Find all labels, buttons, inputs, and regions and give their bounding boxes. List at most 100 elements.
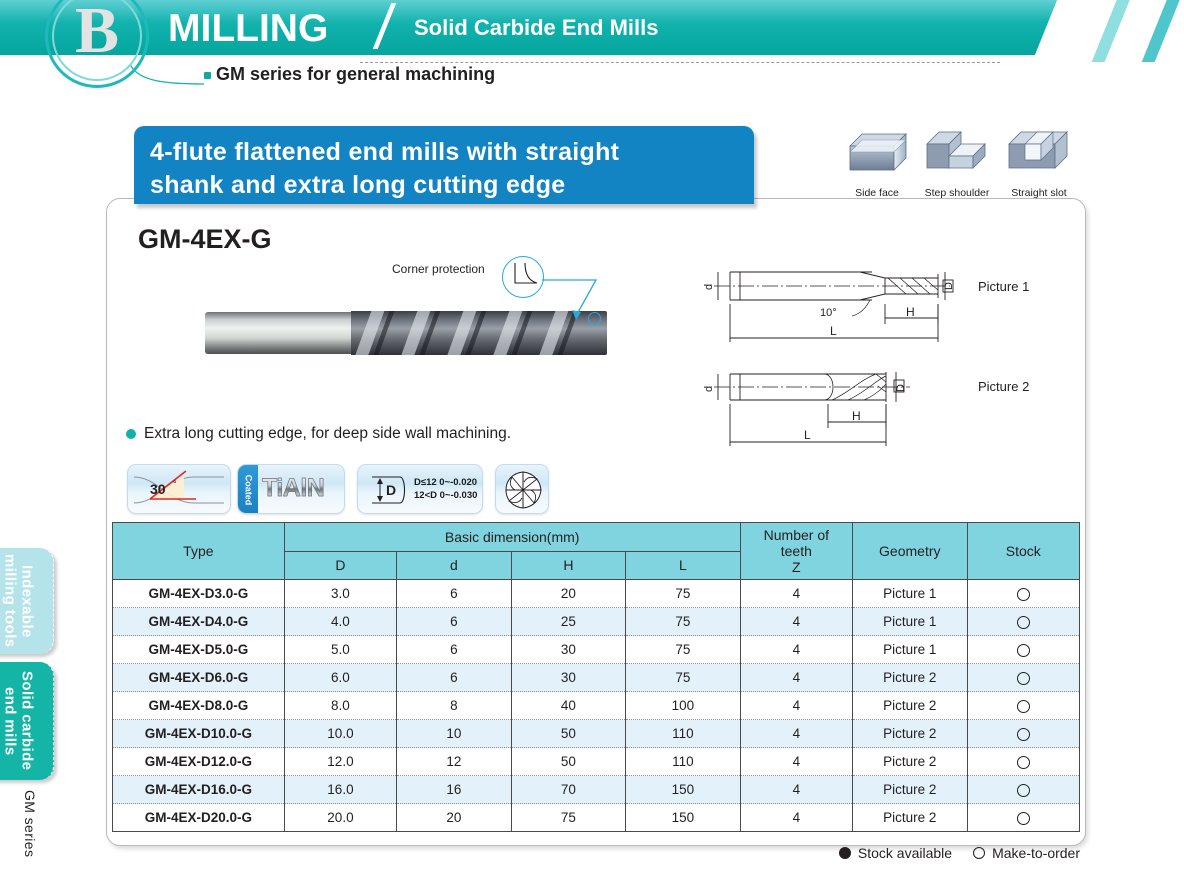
table-row: GM-4EX-D20.0-G 20.0 20 75 150 4 Picture 2	[112, 803, 1081, 832]
product-title-line2: shank and extra long cutting edge	[150, 171, 566, 199]
corner-protection-label: Corner protection	[392, 262, 485, 276]
cell-type: GM-4EX-D10.0-G	[112, 719, 285, 748]
cell-type: GM-4EX-D20.0-G	[112, 803, 285, 832]
section-subtitle: Solid Carbide End Mills	[414, 15, 659, 40]
feature-text: Extra long cutting edge, for deep side w…	[144, 425, 512, 442]
cell-D: 3.0	[283, 579, 398, 608]
table-row: GM-4EX-D6.0-G 6.0 6 30 75 4 Picture 2	[112, 663, 1081, 692]
dim-D: D	[895, 384, 907, 392]
col-d: d	[396, 550, 512, 580]
feature-bullet: Extra long cutting edge, for deep side w…	[126, 425, 511, 443]
sidebar-tab-label: Solid carbide end mills	[1, 671, 36, 771]
table-header-row-2: D d H L	[113, 550, 1080, 580]
sidebar-tab-label: Indexable milling tools	[1, 554, 36, 648]
cell-d: 20	[396, 803, 512, 832]
cell-type: GM-4EX-D12.0-G	[112, 747, 285, 776]
make-to-order-icon	[1016, 587, 1030, 601]
col-H: H	[510, 550, 627, 580]
cell-type: GM-4EX-D4.0-G	[112, 607, 285, 636]
cell-teeth: 4	[739, 719, 854, 748]
teeth-line-1: Number of	[763, 527, 829, 543]
application-caption: Straight slot	[1011, 187, 1067, 199]
section-badge-letter: B	[74, 0, 120, 67]
straight-slot-icon	[1008, 131, 1068, 169]
dim-D: D	[943, 282, 955, 290]
cell-geometry: Picture 2	[852, 719, 968, 748]
cell-H: 20	[510, 579, 627, 608]
col-L: L	[625, 550, 741, 580]
cell-D: 4.0	[283, 607, 398, 636]
cell-teeth: 4	[739, 663, 854, 692]
header-teal-bar	[0, 0, 1020, 55]
diameter-tolerance-icon: D	[372, 476, 406, 504]
helix-angle-badge: 30 °	[127, 464, 231, 514]
cell-L: 75	[625, 579, 741, 608]
coating-name: TiAlN	[262, 474, 326, 503]
cell-geometry: Picture 2	[852, 663, 968, 692]
cell-H: 50	[510, 747, 627, 776]
cell-teeth: 4	[739, 747, 854, 776]
table-header-row-1: Type Basic dimension(mm) Number of teeth…	[112, 522, 1081, 580]
technical-drawing-picture-2: d D H L	[703, 372, 910, 446]
dim-d: d	[703, 284, 715, 290]
col-type: Type	[112, 522, 285, 580]
helix-angle-icon: 30 °	[133, 470, 224, 504]
cell-D: 16.0	[283, 775, 398, 804]
cell-L: 150	[625, 775, 741, 804]
make-to-order-icon	[973, 847, 986, 859]
sidebar-tab-solid-carbide-end-mills[interactable]: Solid carbide end mills	[0, 662, 54, 780]
col-D: D	[283, 550, 398, 580]
cell-geometry: Picture 2	[852, 775, 968, 804]
make-to-order-icon	[1016, 671, 1030, 685]
table-row: GM-4EX-D16.0-G 16.0 16 70 150 4 Picture 2	[112, 775, 1081, 804]
cell-teeth: 4	[739, 691, 854, 720]
cell-type: GM-4EX-D5.0-G	[112, 635, 285, 664]
col-stock: Stock	[966, 522, 1081, 580]
page-header: B MILLING Solid Carbide End Mills	[0, 0, 1184, 88]
sidebar-tab-indexable-milling-tools[interactable]: Indexable milling tools	[0, 548, 54, 654]
table-row: GM-4EX-D5.0-G 5.0 6 30 75 4 Picture 1	[112, 635, 1081, 664]
header-dashed-rule	[360, 62, 1000, 63]
make-to-order-icon	[1016, 643, 1030, 657]
dim-L: L	[830, 324, 837, 338]
product-title-line1: 4-flute flattened end mills with straigh…	[150, 138, 620, 166]
cell-L: 100	[625, 691, 741, 720]
cell-stock	[966, 803, 1081, 832]
tool-shank	[205, 312, 353, 354]
picture-2-label: Picture 2	[978, 379, 1030, 394]
svg-text:D: D	[386, 482, 396, 498]
step-shoulder-icon	[926, 131, 986, 169]
page-series-label: GM series	[22, 790, 38, 858]
header-stripe-decoration	[1050, 0, 1182, 62]
corner-protection-detail-icon	[502, 256, 544, 298]
cell-H: 50	[510, 719, 627, 748]
cell-L: 150	[625, 803, 741, 832]
application-caption: Side face	[855, 187, 899, 199]
table-row: GM-4EX-D3.0-G 3.0 6 20 75 4 Picture 1	[112, 579, 1081, 608]
application-side-face: Side face	[836, 122, 918, 199]
cell-geometry: Picture 1	[852, 579, 968, 608]
teeth-line-2: teeth	[780, 543, 812, 559]
cell-teeth: 4	[739, 775, 854, 804]
cell-L: 110	[625, 719, 741, 748]
cell-teeth: 4	[739, 803, 854, 832]
tolerance-values: D≤12 0~-0.020 12<D 0~-0.030	[414, 476, 477, 502]
svg-text:30: 30	[150, 481, 166, 497]
cell-type: GM-4EX-D8.0-G	[112, 691, 285, 720]
cell-L: 110	[625, 747, 741, 776]
cell-d: 8	[396, 691, 512, 720]
make-to-order-label: Make-to-order	[992, 845, 1080, 861]
cell-type: GM-4EX-D3.0-G	[112, 579, 285, 608]
make-to-order-icon	[1016, 699, 1030, 713]
make-to-order-icon	[1016, 727, 1030, 741]
col-geometry: Geometry	[852, 522, 968, 580]
cell-H: 30	[510, 635, 627, 664]
teeth-line-3: Z	[792, 559, 801, 575]
stock-available-icon	[838, 847, 851, 859]
cell-stock	[966, 635, 1081, 664]
cell-stock	[966, 607, 1081, 636]
four-flute-cross-section-icon	[505, 471, 542, 509]
technical-drawing-picture-1: d D 10° H L	[703, 271, 955, 342]
cell-H: 40	[510, 691, 627, 720]
tolerance-line-2: 12<D 0~-0.030	[414, 490, 478, 501]
